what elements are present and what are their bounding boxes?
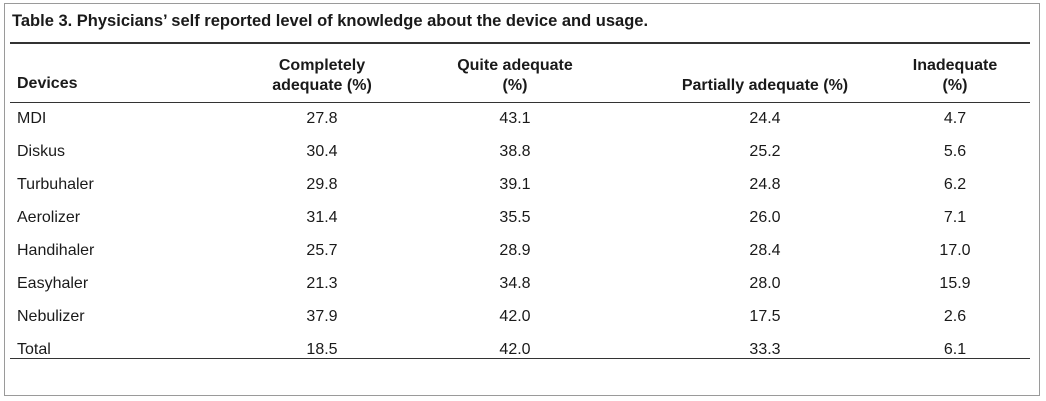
cell: 17.5 — [749, 308, 781, 325]
column-header: Devices — [17, 75, 78, 92]
cell: 27.8 — [306, 110, 338, 127]
cell: 2.6 — [943, 308, 967, 325]
cell: 33.3 — [749, 341, 781, 358]
row-label: MDI — [17, 110, 47, 127]
cell: 17.0 — [939, 242, 971, 259]
cell: 5.6 — [943, 143, 967, 160]
cell: 35.5 — [499, 209, 531, 226]
cell: 26.0 — [749, 209, 781, 226]
table-title: Table 3. Physicians’ self reported level… — [12, 12, 649, 30]
cell: 43.1 — [499, 110, 531, 127]
cell: 28.0 — [749, 275, 781, 292]
row-label: Diskus — [17, 143, 66, 160]
cell: 24.4 — [749, 110, 781, 127]
cell: 34.8 — [499, 275, 531, 292]
header-rule — [10, 102, 1030, 103]
cell: 4.7 — [943, 110, 967, 127]
cell: 15.9 — [939, 275, 971, 292]
column-header: Partially adequate (%) — [681, 77, 849, 94]
table-frame — [4, 3, 1040, 396]
cell: 28.9 — [499, 242, 531, 259]
row-label: Handihaler — [17, 242, 95, 259]
cell: 37.9 — [306, 308, 338, 325]
column-header: Inadequate (%) — [912, 57, 998, 94]
row-label: Turbuhaler — [17, 176, 94, 193]
cell: 42.0 — [499, 308, 531, 325]
cell: 42.0 — [499, 341, 531, 358]
bottom-rule — [10, 358, 1030, 359]
cell: 24.8 — [749, 176, 781, 193]
cell: 6.2 — [943, 176, 967, 193]
row-label: Total — [17, 341, 51, 358]
cell: 18.5 — [306, 341, 338, 358]
row-label: Nebulizer — [17, 308, 85, 325]
cell: 21.3 — [306, 275, 338, 292]
cell: 25.7 — [306, 242, 338, 259]
column-header: Completely adequate (%) — [272, 57, 372, 94]
cell: 29.8 — [306, 176, 338, 193]
cell: 31.4 — [306, 209, 338, 226]
column-header: Quite adequate (%) — [457, 57, 573, 94]
cell: 25.2 — [749, 143, 781, 160]
cell: 6.1 — [943, 341, 967, 358]
cell: 28.4 — [749, 242, 781, 259]
row-label: Aerolizer — [17, 209, 81, 226]
cell: 30.4 — [306, 143, 338, 160]
cell: 39.1 — [499, 176, 531, 193]
row-label: Easyhaler — [17, 275, 89, 292]
cell: 38.8 — [499, 143, 531, 160]
top-rule — [10, 42, 1030, 44]
cell: 7.1 — [943, 209, 967, 226]
